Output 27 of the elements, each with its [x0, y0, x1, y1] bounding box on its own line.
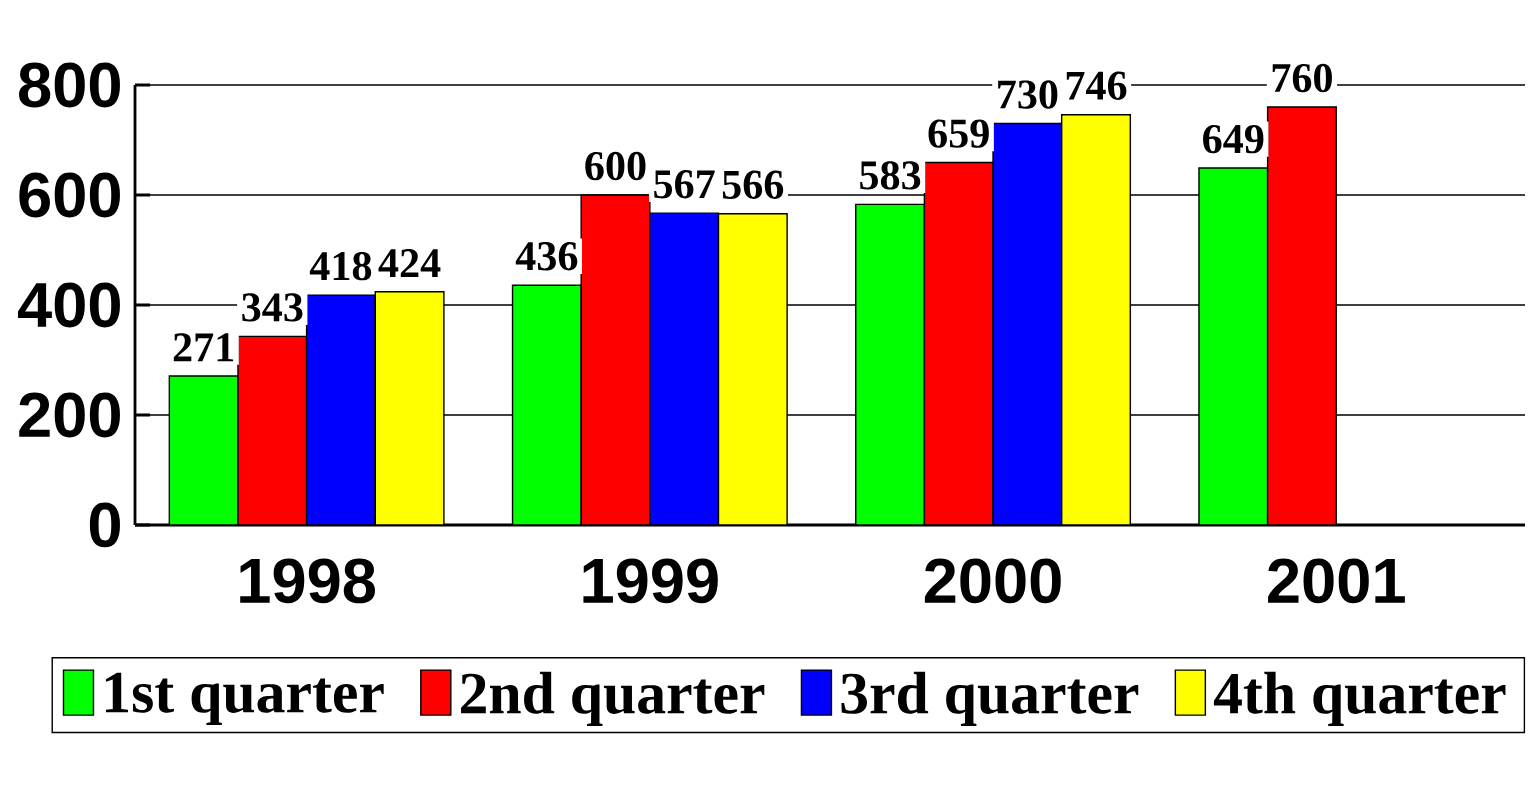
- data-label: 649: [1203, 124, 1264, 154]
- legend-label: 2nd quarter: [461, 671, 765, 726]
- y-tick-label: 800: [19, 62, 120, 108]
- data-label: 760: [1272, 63, 1332, 93]
- legend-label: 4th quarter: [1213, 671, 1506, 726]
- data-label: 567: [654, 170, 715, 199]
- y-tick-label: 400: [17, 282, 120, 328]
- y-tick-label: 0: [89, 502, 120, 548]
- legend-label: 3rd quarter: [841, 671, 1139, 726]
- x-tick-label: 1998: [240, 558, 376, 604]
- data-label: 418: [309, 251, 372, 281]
- y-tick-label: 600: [19, 172, 120, 218]
- x-tick-label: 1999: [583, 558, 718, 604]
- data-label: 730: [998, 80, 1058, 109]
- data-label: 271: [173, 333, 234, 362]
- data-label: 436: [515, 242, 578, 271]
- data-label: 746: [1066, 71, 1127, 100]
- legend-label: 1st quarter: [106, 672, 384, 725]
- x-tick-label: 2000: [924, 558, 1061, 604]
- data-label: 566: [722, 170, 784, 199]
- data-label: 343: [242, 293, 303, 322]
- data-label: 659: [928, 119, 989, 148]
- data-label: 600: [585, 151, 646, 181]
- y-tick-label: 200: [19, 392, 120, 438]
- x-tick-label: 2001: [1268, 558, 1405, 604]
- data-label: 583: [860, 161, 921, 190]
- data-label: 424: [378, 249, 441, 278]
